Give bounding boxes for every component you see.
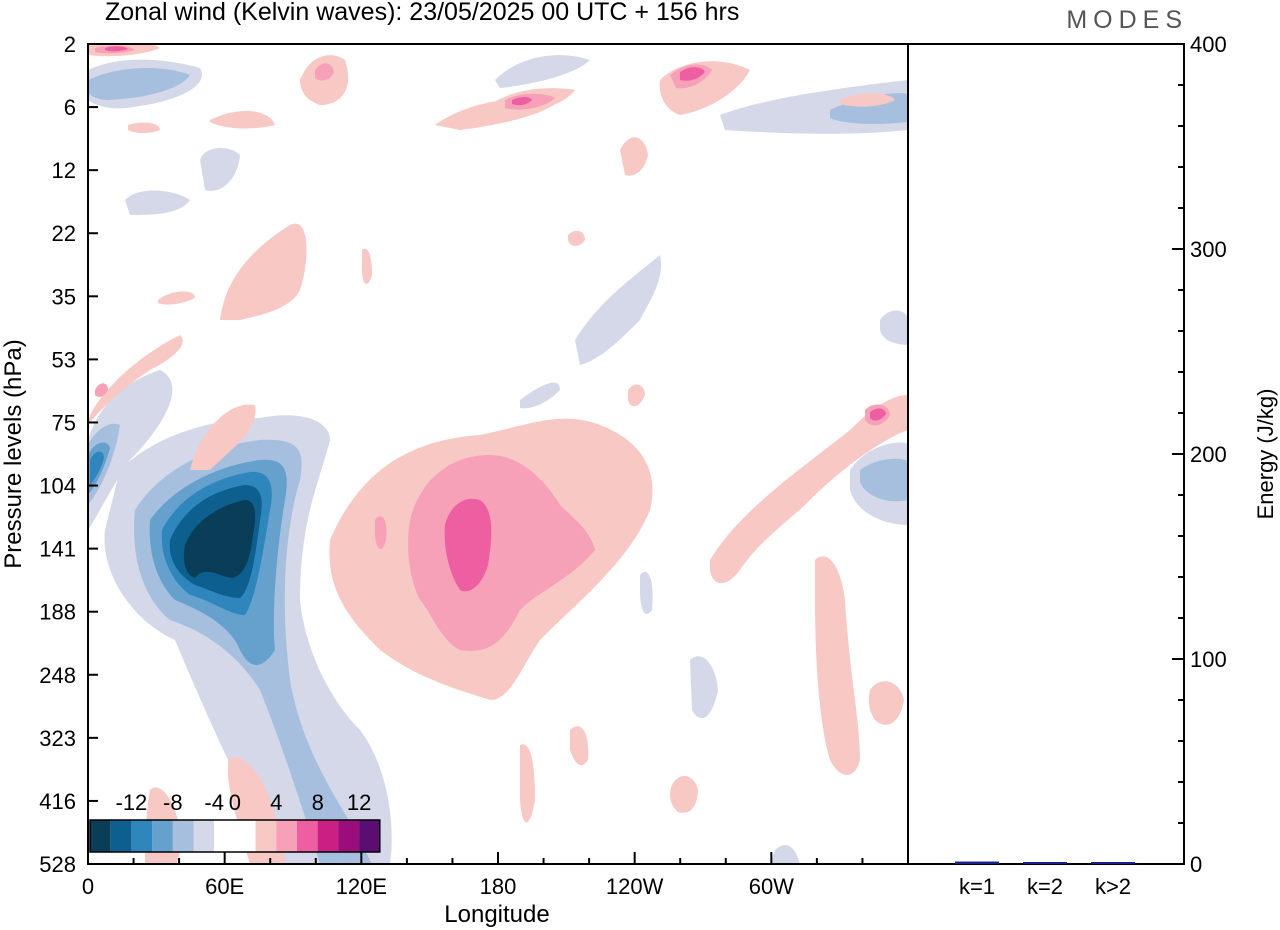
contour-neg-14 (183, 500, 256, 578)
energy-bar (955, 861, 999, 864)
colorbar-label: 12 (347, 790, 371, 815)
colorbar-label: 4 (270, 790, 282, 815)
colorbar-swatch (214, 820, 235, 852)
y-tick-label: 248 (39, 663, 76, 688)
y-tick-label: 528 (39, 852, 76, 877)
contour-pos-6 (105, 46, 886, 592)
x-tick-label: 120E (336, 874, 387, 899)
colorbar-label: -4 (204, 790, 224, 815)
energy-tick-label: 0 (1190, 852, 1202, 877)
modes-logo: MODES (1066, 6, 1188, 34)
colorbar-swatch (255, 820, 277, 852)
energy-tick-label: 200 (1190, 442, 1227, 467)
colorbar-label: 0 (229, 790, 241, 815)
colorbar-swatch (297, 820, 318, 852)
colorbar-swatch (172, 820, 194, 852)
colorbar-label: 8 (312, 790, 324, 815)
y-tick-label: 141 (39, 537, 76, 562)
colorbar-swatch (276, 820, 297, 852)
contour-pos-4 (95, 45, 890, 651)
energy-bar-label: k>2 (1095, 874, 1131, 899)
x-tick-label: 60E (205, 874, 244, 899)
y-tick-label: 6 (64, 95, 76, 120)
colorbar-swatch (338, 820, 360, 852)
y-tick-label: 53 (52, 347, 76, 372)
x-tick-label: 180 (480, 874, 517, 899)
colorbar-frame (89, 819, 381, 853)
y-axis-right: 0 100 200 300 400 (1172, 32, 1227, 877)
y-tick-label: 12 (52, 158, 76, 183)
y-axis-title: Pressure levels (hPa) (0, 339, 27, 568)
y-tick-label: 188 (39, 600, 76, 625)
y-tick-label: 2 (64, 32, 76, 57)
energy-bar (1023, 862, 1067, 864)
colorbar-label: -12 (116, 790, 148, 815)
energy-tick-label: 400 (1190, 32, 1227, 57)
colorbar-label: -8 (163, 790, 183, 815)
x-tick-label: 120W (606, 874, 664, 899)
colorbar-swatch (317, 820, 339, 852)
colorbar: -12 -8 -4 0 4 8 12 (89, 790, 381, 853)
x-tick-label: 0 (82, 874, 94, 899)
wind-field (88, 44, 908, 864)
y-axis-right-title: Energy (J/kg) (1253, 389, 1278, 520)
energy-bar-label: k=1 (959, 874, 995, 899)
chart-title: Zonal wind (Kelvin waves): 23/05/2025 00… (105, 0, 740, 26)
energy-bar-label: k=2 (1027, 874, 1063, 899)
y-axis-left: 2 6 12 22 35 53 75 104 141 188 248 323 416 528 (39, 32, 98, 877)
y-tick-label: 75 (52, 410, 76, 435)
y-tick-label: 22 (52, 221, 76, 246)
energy-tick-label: 300 (1190, 237, 1227, 262)
energy-bars: k=1 k=2 k>2 (955, 861, 1135, 899)
y-tick-label: 104 (39, 474, 76, 499)
x-axis: 0 60E 120E 180 120W 60W (82, 852, 864, 899)
colorbar-swatch (131, 820, 153, 852)
y-tick-label: 416 (39, 789, 76, 814)
energy-tick-label: 100 (1190, 647, 1227, 672)
x-tick-label: 60W (749, 874, 794, 899)
colorbar-swatch (152, 820, 173, 852)
energy-bar (1091, 862, 1135, 864)
colorbar-swatch (359, 820, 380, 852)
colorbar-swatch (234, 820, 256, 852)
colorbar-swatch (90, 820, 111, 852)
colorbar-swatch (193, 820, 215, 852)
colorbar-swatch (110, 820, 132, 852)
x-axis-title: Longitude (444, 901, 549, 928)
y-tick-label: 323 (39, 726, 76, 751)
y-tick-label: 35 (52, 284, 76, 309)
